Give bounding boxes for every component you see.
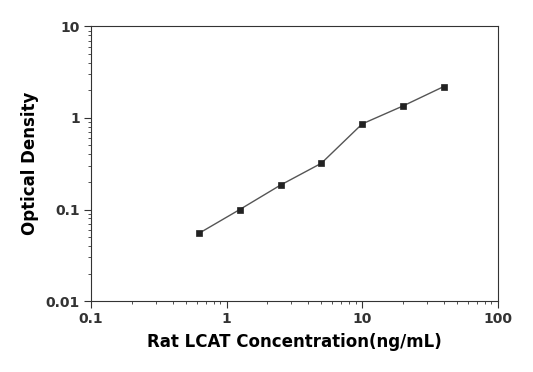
Y-axis label: Optical Density: Optical Density <box>21 92 39 235</box>
X-axis label: Rat LCAT Concentration(ng/mL): Rat LCAT Concentration(ng/mL) <box>147 333 442 351</box>
